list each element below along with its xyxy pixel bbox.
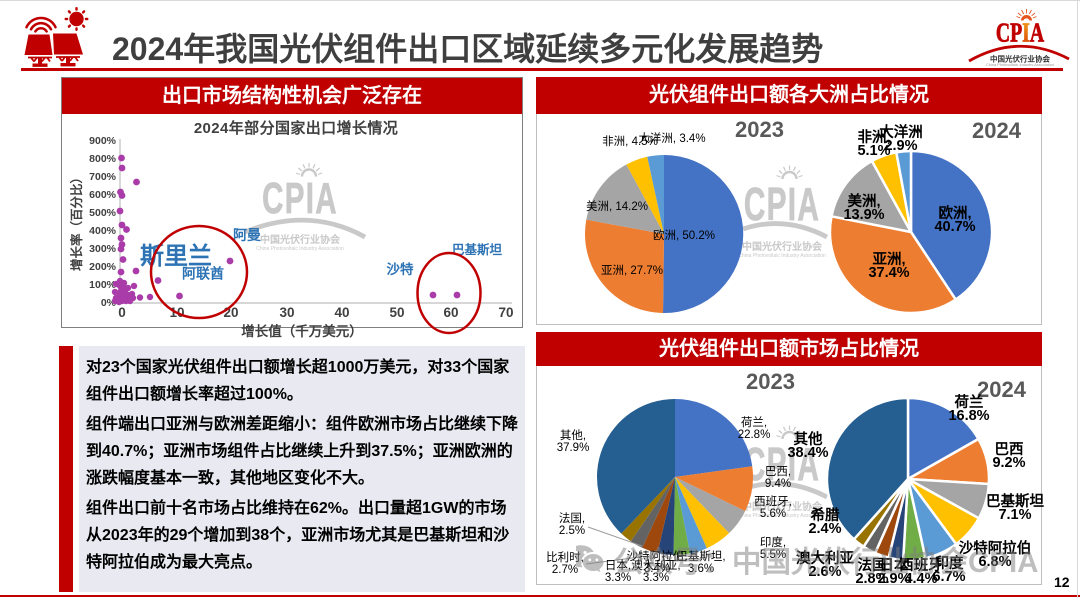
- svg-text:中国光伏行业协会: 中国光伏行业协会: [990, 54, 1050, 64]
- svg-text:阿曼: 阿曼: [233, 227, 261, 243]
- svg-text:0: 0: [118, 305, 126, 320]
- svg-text:CPIA: CPIA: [996, 19, 1044, 49]
- svg-text:阿联酋: 阿联酋: [182, 266, 224, 282]
- svg-text:China Photovoltaic Industry As: China Photovoltaic Industry Association: [738, 253, 826, 259]
- svg-text:巴基斯坦: 巴基斯坦: [452, 242, 503, 257]
- svg-text:800%: 800%: [89, 153, 117, 165]
- svg-text:中国光伏行业协会: 中国光伏行业协会: [742, 240, 822, 253]
- svg-text:增长率（百分比）: 增长率（百分比）: [69, 171, 84, 271]
- svg-text:500%: 500%: [89, 207, 117, 219]
- svg-text:30: 30: [279, 305, 294, 320]
- svg-text:中国光伏行业协会: 中国光伏行业协会: [742, 500, 822, 513]
- svg-text:900%: 900%: [89, 135, 117, 147]
- svg-text:40: 40: [334, 305, 349, 320]
- svg-text:China Photovoltaic Industry As: China Photovoltaic Industry Association: [256, 246, 344, 252]
- svg-text:China Photovoltaic Industry As: China Photovoltaic Industry Association: [738, 513, 826, 519]
- svg-text:100%: 100%: [89, 279, 117, 291]
- svg-text:700%: 700%: [89, 171, 117, 183]
- svg-text:中国光伏行业协会: 中国光伏行业协会: [260, 233, 340, 246]
- svg-text:China Photovoltaic Industry As: China Photovoltaic Industry Association: [986, 62, 1054, 66]
- svg-text:增长值（千万美元）: 增长值（千万美元）: [241, 323, 363, 339]
- svg-text:50: 50: [389, 305, 404, 320]
- svg-text:300%: 300%: [89, 243, 117, 255]
- svg-text:2024年部分国家出口增长情况: 2024年部分国家出口增长情况: [194, 119, 398, 137]
- svg-text:200%: 200%: [89, 261, 117, 273]
- svg-text:沙特: 沙特: [387, 261, 414, 277]
- svg-text:CPIA: CPIA: [262, 173, 338, 222]
- svg-text:60: 60: [443, 305, 458, 320]
- svg-text:70: 70: [498, 305, 513, 320]
- svg-text:400%: 400%: [89, 225, 117, 237]
- svg-text:600%: 600%: [89, 189, 117, 201]
